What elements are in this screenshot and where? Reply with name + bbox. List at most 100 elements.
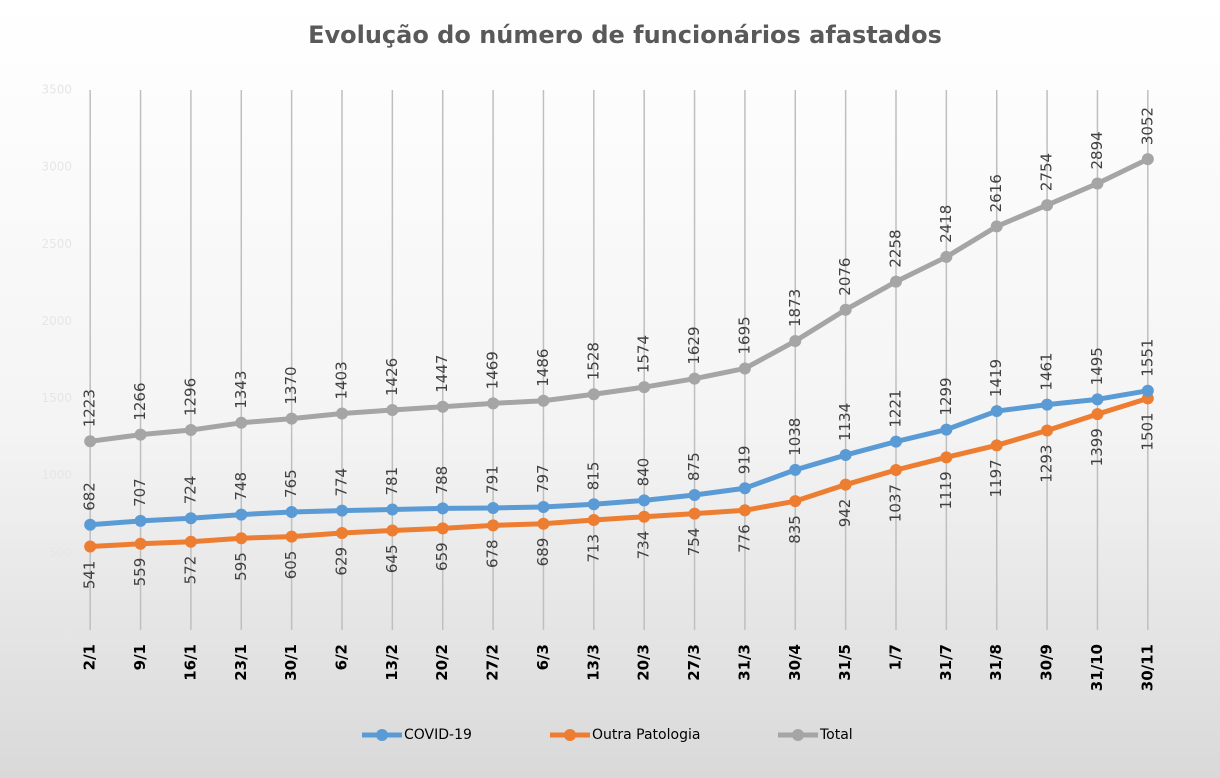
data-label: 659 bbox=[433, 542, 451, 571]
point bbox=[688, 489, 701, 501]
point bbox=[1141, 153, 1154, 166]
data-label: 1486 bbox=[534, 349, 552, 387]
data-label: 2616 bbox=[987, 174, 1005, 212]
point bbox=[789, 335, 802, 348]
x-tick-label: 2/1 bbox=[81, 644, 99, 670]
series-line bbox=[89, 388, 1149, 528]
data-label: 707 bbox=[131, 478, 149, 507]
point bbox=[184, 535, 197, 548]
x-tick-label: 6/2 bbox=[333, 644, 351, 670]
data-label: 1399 bbox=[1088, 428, 1106, 466]
data-label: 2258 bbox=[887, 229, 905, 267]
point bbox=[436, 400, 449, 413]
point bbox=[184, 424, 197, 437]
point bbox=[436, 502, 449, 515]
point bbox=[638, 381, 651, 394]
point bbox=[1041, 398, 1054, 411]
data-label: 1197 bbox=[987, 459, 1005, 497]
data-label: 1037 bbox=[887, 484, 905, 522]
data-label: 1299 bbox=[937, 377, 955, 415]
data-label: 942 bbox=[836, 499, 854, 528]
data-label: 754 bbox=[685, 528, 703, 557]
x-tick-label: 31/8 bbox=[987, 644, 1005, 681]
data-label: 815 bbox=[584, 462, 602, 491]
point bbox=[436, 522, 449, 535]
x-tick-label: 30/11 bbox=[1138, 644, 1156, 691]
data-label: 1343 bbox=[232, 371, 250, 409]
data-label: 1403 bbox=[333, 361, 351, 399]
point bbox=[1141, 384, 1154, 397]
legend-label: Outra Patologia bbox=[592, 727, 700, 743]
point bbox=[487, 519, 500, 532]
data-label: 776 bbox=[735, 524, 753, 553]
x-tick-label: 9/1 bbox=[131, 644, 149, 670]
x-tick-label: 30/9 bbox=[1038, 644, 1056, 681]
x-tick-label: 16/1 bbox=[181, 644, 199, 681]
data-label: 1629 bbox=[685, 326, 703, 364]
point bbox=[487, 501, 500, 514]
point bbox=[638, 510, 651, 523]
point bbox=[839, 449, 852, 462]
x-tick-label: 23/1 bbox=[232, 644, 250, 681]
point bbox=[990, 220, 1003, 233]
point bbox=[587, 388, 600, 401]
series-line bbox=[90, 396, 1149, 550]
x-tick-label: 27/3 bbox=[685, 644, 703, 681]
data-label: 1551 bbox=[1138, 339, 1156, 377]
data-label: 1038 bbox=[786, 418, 804, 456]
data-label: 629 bbox=[333, 547, 351, 576]
point bbox=[285, 530, 298, 543]
point bbox=[638, 494, 651, 507]
data-label: 572 bbox=[181, 556, 199, 585]
data-label: 875 bbox=[685, 452, 703, 481]
data-label: 788 bbox=[433, 466, 451, 495]
data-label: 2894 bbox=[1088, 131, 1106, 169]
series-line bbox=[89, 156, 1149, 444]
y-tick-label: 1000 bbox=[41, 468, 72, 482]
data-label: 840 bbox=[635, 458, 653, 487]
y-tick-label: 2500 bbox=[41, 237, 72, 251]
data-label: 1221 bbox=[887, 389, 905, 427]
data-label: 774 bbox=[333, 468, 351, 497]
point bbox=[386, 503, 399, 516]
point bbox=[890, 464, 902, 477]
y-tick-label: 3000 bbox=[41, 160, 72, 174]
legend-marker bbox=[376, 729, 388, 741]
chart-title: Evolução do número de funcionários afast… bbox=[308, 21, 942, 49]
point bbox=[537, 517, 550, 530]
data-label: 1370 bbox=[282, 366, 300, 404]
point bbox=[134, 537, 147, 550]
point bbox=[839, 303, 852, 316]
x-tick-label: 31/5 bbox=[836, 644, 854, 681]
data-label: 1873 bbox=[786, 289, 804, 327]
data-label: 835 bbox=[786, 515, 804, 544]
data-label: 1695 bbox=[735, 316, 753, 354]
x-tick-label: 13/2 bbox=[383, 644, 401, 681]
point bbox=[1041, 424, 1054, 437]
point bbox=[587, 513, 600, 526]
point bbox=[1091, 177, 1104, 190]
y-tick-label: 2000 bbox=[41, 314, 72, 328]
point bbox=[336, 526, 348, 539]
point bbox=[789, 463, 802, 476]
data-label: 1426 bbox=[383, 358, 401, 396]
x-tick-label: 27/2 bbox=[484, 644, 502, 681]
data-label: 2754 bbox=[1038, 153, 1056, 191]
data-label: 734 bbox=[635, 531, 653, 560]
data-label: 1501 bbox=[1138, 412, 1156, 450]
data-label: 748 bbox=[232, 472, 250, 501]
legend-marker bbox=[564, 729, 576, 741]
point bbox=[890, 435, 902, 448]
data-label: 724 bbox=[181, 476, 199, 505]
x-tick-label: 31/3 bbox=[735, 644, 753, 681]
data-label: 1574 bbox=[635, 335, 653, 373]
point bbox=[587, 498, 600, 511]
point bbox=[537, 501, 550, 514]
point bbox=[688, 372, 701, 385]
data-label: 781 bbox=[383, 467, 401, 496]
data-label: 919 bbox=[735, 446, 753, 475]
data-label: 713 bbox=[584, 534, 602, 563]
point bbox=[940, 451, 953, 464]
data-label: 797 bbox=[534, 464, 552, 493]
